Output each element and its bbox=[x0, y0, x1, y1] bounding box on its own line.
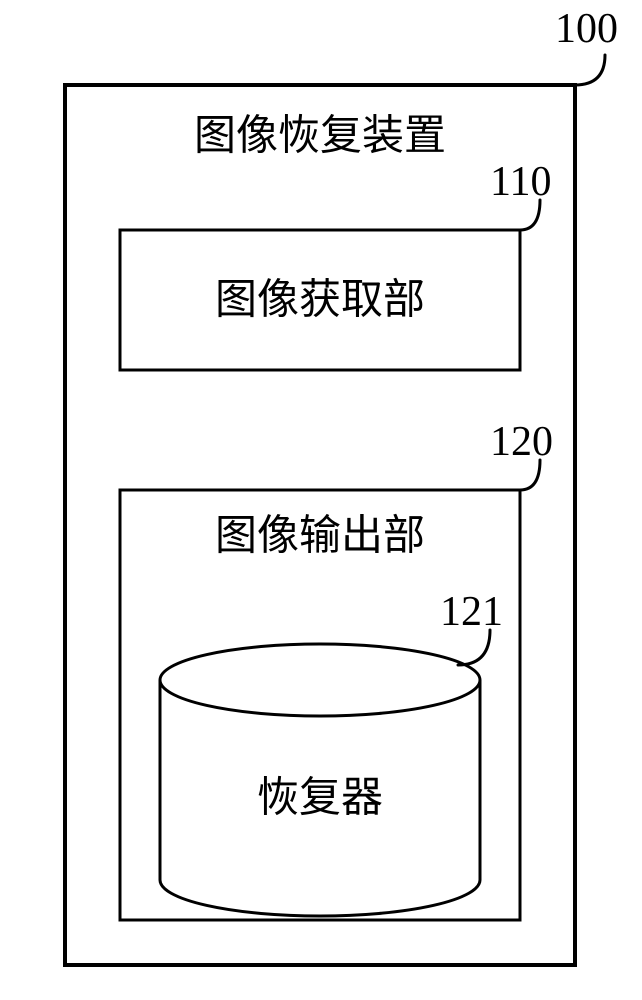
restorer-cylinder-title: 恢复器 bbox=[257, 776, 383, 822]
leader-cyl bbox=[458, 630, 490, 665]
acquisition-box-title: 图像获取部 bbox=[215, 278, 425, 324]
leader-outer bbox=[575, 55, 605, 85]
ref-out: 120 bbox=[490, 419, 553, 465]
ref-cyl: 121 bbox=[440, 589, 503, 635]
block-diagram: 图像恢复装置 图像获取部 图像输出部 恢复器 100 110 120 121 bbox=[0, 0, 642, 1000]
ref-outer: 100 bbox=[555, 6, 618, 52]
ref-acq: 110 bbox=[490, 159, 551, 205]
output-box-title: 图像输出部 bbox=[215, 514, 425, 560]
outer-box-title: 图像恢复装置 bbox=[194, 114, 446, 160]
